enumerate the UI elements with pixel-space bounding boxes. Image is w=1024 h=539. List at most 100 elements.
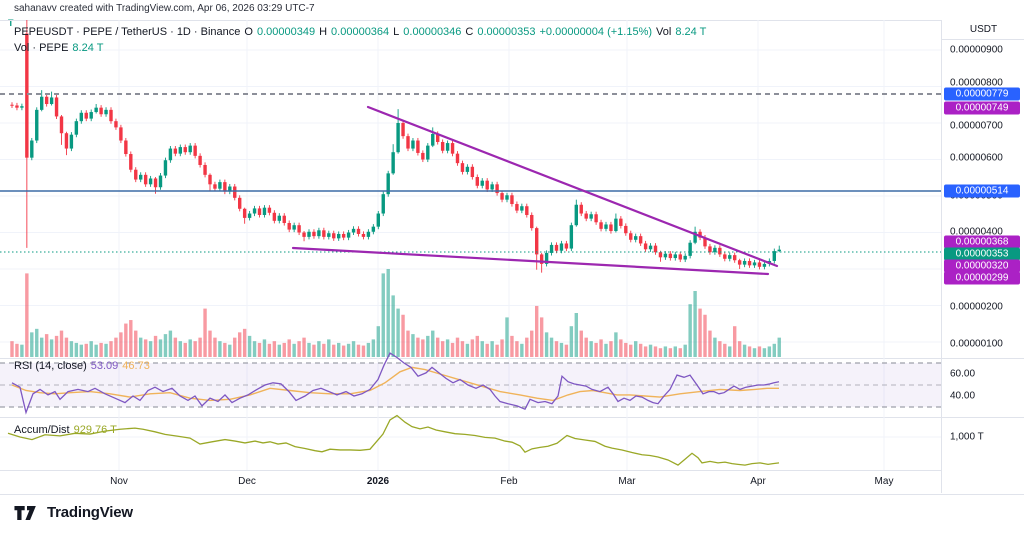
candle-body <box>119 127 123 141</box>
volume-bar <box>663 346 668 357</box>
volume-bar <box>728 346 732 357</box>
candle-body <box>223 182 227 192</box>
candle-body <box>609 224 613 232</box>
volume-bar <box>609 341 613 357</box>
volume-bar <box>634 341 638 357</box>
candle-body <box>292 225 296 230</box>
candle-body <box>109 109 113 122</box>
volume-bar <box>713 337 717 357</box>
accum-axis-tick: 1,000 T <box>950 431 984 443</box>
legend-item: 0.00000364 <box>331 26 390 38</box>
volume-bar <box>292 343 296 357</box>
price-axis-tick: 0.00000600 <box>950 152 1003 164</box>
volume-bar <box>396 308 400 357</box>
volume-bar <box>480 341 484 357</box>
candle-body <box>143 174 148 185</box>
candle-body <box>35 109 39 141</box>
volume-bar <box>287 339 291 357</box>
volume-bar <box>658 348 663 357</box>
candle-body <box>648 245 653 250</box>
volume-bar <box>143 339 148 357</box>
volume-bar <box>777 337 781 357</box>
volume-bar <box>312 344 316 357</box>
candle-body <box>643 243 648 250</box>
volume-bar <box>203 308 207 357</box>
trendline <box>291 246 770 276</box>
accum-legend-item: 929.76 T <box>73 424 117 436</box>
axis-separator <box>942 358 1024 359</box>
candle-body <box>312 231 316 237</box>
volume-bar <box>114 337 118 357</box>
candle-body <box>84 112 88 119</box>
creator-watermark: sahanavv created with TradingView.com, A… <box>14 3 315 14</box>
volume-bar <box>49 339 54 357</box>
volume-bar <box>564 344 569 357</box>
volume-legend[interactable]: Vol · PEPE 8.24 T <box>14 42 107 54</box>
candle-body <box>322 230 326 237</box>
tradingview-logo-icon <box>14 505 36 520</box>
accum-dist-legend[interactable]: Accum/Dist 929.76 T <box>14 424 121 436</box>
candle-body <box>554 244 559 251</box>
volume-bar <box>693 291 697 357</box>
volume-bar <box>574 313 578 357</box>
volume-bar <box>59 330 64 357</box>
volume-bar <box>193 341 197 357</box>
candle-body <box>549 244 554 253</box>
candle-body <box>614 218 618 232</box>
volume-bar <box>20 344 24 357</box>
candle-body <box>287 223 291 230</box>
candle-body <box>564 243 569 249</box>
candle-body <box>198 155 202 165</box>
rsi-legend[interactable]: RSI (14, close) 53.09 46.73 <box>14 360 154 372</box>
candle-body <box>15 105 19 108</box>
candle-body <box>124 140 128 155</box>
candle-body <box>104 109 108 115</box>
candle-body <box>574 204 578 226</box>
legend-item: 0.00000353 <box>477 26 536 38</box>
candle-body <box>69 134 74 149</box>
volume-bar <box>158 339 163 357</box>
price-axis-tick: 0.00000200 <box>950 301 1003 313</box>
legend-item: 8.24 T <box>72 42 104 54</box>
volume-bar <box>15 343 19 357</box>
price-axis[interactable]: USDT 0.00000900 0.00000800 0.00000700 0.000… <box>941 20 1024 493</box>
candle-body <box>668 253 673 259</box>
candle-body <box>475 177 479 186</box>
candle-body <box>89 112 93 119</box>
chart-canvas[interactable] <box>0 20 941 493</box>
rsi-ma-line <box>11 366 779 402</box>
legend-item: 0.00000346 <box>403 26 462 38</box>
tradingview-logo[interactable]: TradingView <box>14 504 133 521</box>
candle-body <box>44 96 49 105</box>
volume-bar <box>25 273 29 357</box>
candle-body <box>584 213 588 219</box>
volume-bar <box>440 341 445 357</box>
time-axis[interactable]: Nov Dec 2026 Feb Mar Apr May <box>0 470 1024 495</box>
corner-mark: T <box>8 18 14 28</box>
volume-bar <box>109 341 113 357</box>
volume-bar <box>539 317 544 357</box>
rsi-axis-tick: 40.00 <box>950 390 976 402</box>
price-axis-tick: 0.00000900 <box>950 44 1003 56</box>
candle-body <box>114 121 118 128</box>
candle-body <box>332 233 336 239</box>
volume-bar <box>554 341 559 357</box>
candle-body <box>361 233 366 237</box>
volume-bar <box>752 348 757 357</box>
candle-body <box>129 154 133 170</box>
candle-body <box>678 254 682 260</box>
volume-bar <box>124 323 128 357</box>
pane-separator-volume-rsi[interactable] <box>0 358 1024 359</box>
symbol-legend[interactable]: PEPEUSDT · PEPE / TetherUS · 1D · Binanc… <box>14 26 710 38</box>
volume-bar <box>89 341 93 357</box>
volume-bar <box>35 328 39 357</box>
candle-body <box>396 123 400 153</box>
candle-body <box>673 254 677 259</box>
candle-body <box>25 33 29 158</box>
volume-bar <box>624 342 628 357</box>
volume-bar <box>549 337 554 357</box>
candle-body <box>752 262 757 266</box>
pane-separator-rsi-accum[interactable] <box>0 417 1024 418</box>
volume-bar <box>297 341 301 357</box>
